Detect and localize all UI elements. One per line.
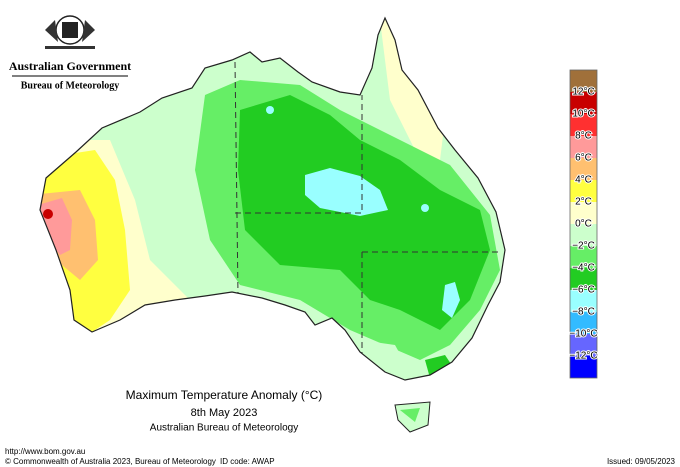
- legend-label: 2°C: [575, 197, 592, 208]
- legend-label: −2°C: [572, 241, 595, 252]
- coat-of-arms: [45, 15, 95, 49]
- legend-label: 12°C: [572, 87, 594, 98]
- footer-issued: Issued: 09/05/2023: [607, 457, 676, 466]
- legend-swatch: [570, 180, 597, 202]
- legend-swatch: [570, 224, 597, 246]
- legend-label: −6°C: [572, 285, 595, 296]
- footer-id: ID code: AWAP: [220, 457, 275, 466]
- legend-swatch: [570, 334, 597, 356]
- coastline: [39, 16, 506, 381]
- tasmania-anomaly: [400, 408, 420, 422]
- legend-swatch: [570, 92, 597, 114]
- footer-url: http://www.bom.gov.au: [5, 447, 85, 456]
- legend-label: 10°C: [572, 109, 594, 120]
- legend-swatch: [570, 268, 597, 290]
- legend-swatch: [570, 202, 597, 224]
- legend-swatch: [570, 312, 597, 334]
- government-name: Australian Government: [9, 59, 131, 73]
- legend-label: −8°C: [572, 307, 595, 318]
- legend-swatch: [570, 356, 597, 378]
- legend-swatch: [570, 114, 597, 136]
- legend-swatch: [570, 246, 597, 268]
- legend: 12°C 10°C 8°C 6°C 4°C 2°C 0°C −2°C −4°C −6°C −8°C −…: [568, 69, 599, 379]
- legend-label: 4°C: [575, 175, 592, 186]
- legend-label: 6°C: [575, 153, 592, 164]
- map-date: 8th May 2023: [191, 407, 258, 419]
- legend-frame: [569, 69, 598, 379]
- legend-label: 0°C: [575, 219, 592, 230]
- legend-label: −12°C: [569, 351, 597, 362]
- legend-label: 8°C: [575, 131, 592, 142]
- map-title: Maximum Temperature Anomaly (°C): [126, 388, 323, 402]
- agency-name: Bureau of Meteorology: [21, 80, 120, 91]
- legend-label: −10°C: [569, 329, 597, 340]
- map-source: Australian Bureau of Meteorology: [150, 423, 298, 434]
- footer-copyright: © Commonwealth of Australia 2023, Bureau…: [5, 457, 216, 466]
- legend-label: −4°C: [572, 263, 595, 274]
- legend-swatch: [570, 158, 597, 180]
- legend-swatch: [570, 136, 597, 158]
- legend-swatch: [570, 70, 597, 92]
- legend-swatch: [570, 290, 597, 312]
